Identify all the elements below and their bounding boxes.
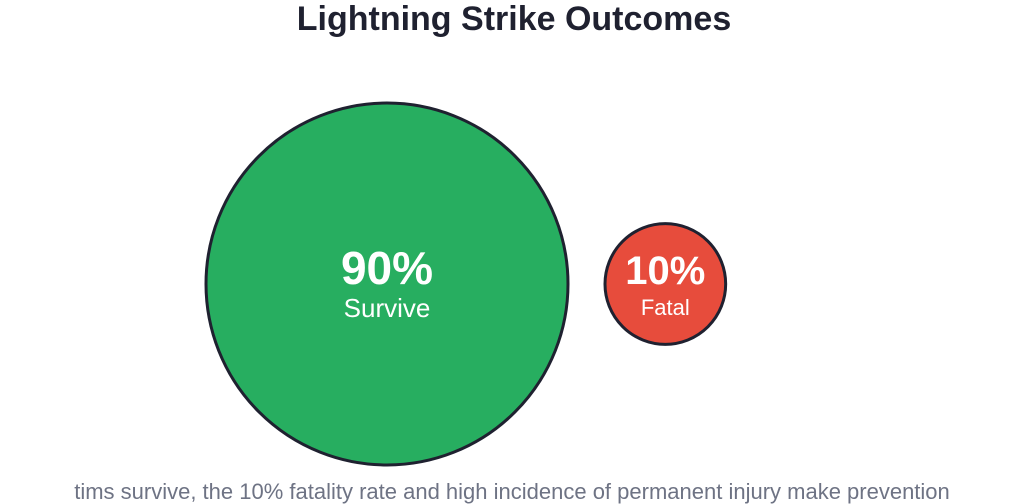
bubble-category-label-survive: Survive	[344, 293, 431, 323]
bubble-category-label-fatal: Fatal	[641, 295, 690, 320]
bubble-value-label-fatal: 10%	[625, 249, 705, 293]
bubble-group: 90%Survive 10%Fatal	[204, 101, 728, 467]
chart-caption: tims survive, the 10% fatality rate and …	[74, 479, 950, 504]
bubble-fatal	[603, 222, 728, 346]
bubble-survive	[204, 101, 570, 467]
chart-title: Lightning Strike Outcomes	[297, 0, 731, 38]
bubble-value-label-survive: 90%	[341, 242, 433, 294]
